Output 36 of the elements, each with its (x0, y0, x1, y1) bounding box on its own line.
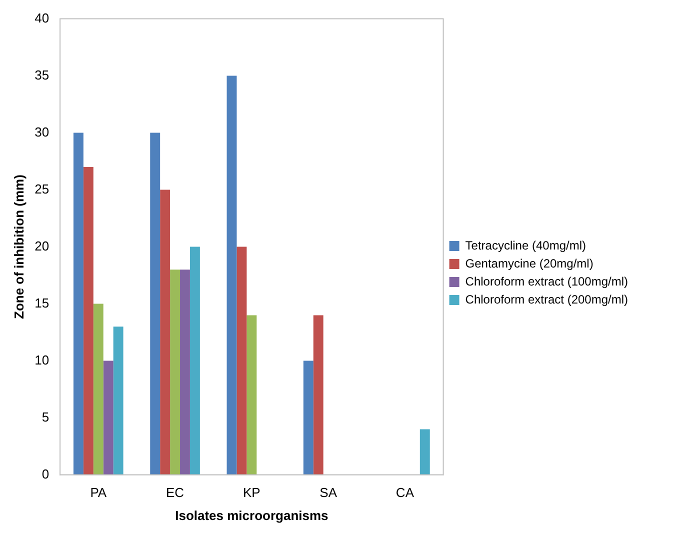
y-axis-title: Zone of inhibition (mm) (11, 174, 26, 320)
bar (190, 246, 200, 475)
bar (246, 315, 257, 475)
y-tick-label: 25 (34, 181, 50, 196)
y-tick-label: 15 (34, 295, 50, 310)
y-tick-label: 40 (34, 10, 50, 26)
bar (150, 132, 160, 475)
y-tick-label: 10 (34, 352, 50, 368)
x-tick-label: EC (166, 485, 184, 500)
legend-label: Tetracycline (40mg/ml) (465, 238, 586, 252)
y-tick-label: 20 (34, 238, 50, 254)
bar (226, 76, 237, 475)
y-tick-label: 35 (34, 67, 50, 82)
y-tick-label: 30 (34, 124, 50, 140)
legend-label: Gentamycine (20mg/ml) (465, 256, 594, 270)
bar (170, 270, 180, 475)
bar (93, 304, 104, 475)
bar (73, 132, 84, 475)
bar (180, 270, 190, 475)
x-tick-label: KP (243, 485, 260, 500)
bar (103, 360, 114, 475)
bar (160, 190, 170, 475)
legend-label: Chloroform extract (100mg/ml) (465, 274, 628, 288)
bar (113, 326, 124, 475)
legend-label: Chloroform extract (200mg/ml) (465, 292, 628, 306)
bar (420, 429, 430, 475)
y-tick-label: 0 (42, 466, 50, 482)
x-tick-label: SA (320, 485, 338, 500)
x-tick-label: PA (90, 485, 107, 500)
x-tick-label: CA (396, 485, 414, 500)
bar (313, 315, 324, 475)
y-tick-label: 5 (42, 409, 50, 424)
bar (83, 167, 94, 475)
bar (236, 246, 247, 475)
x-axis-title: Isolates microorganisms (175, 508, 328, 523)
bar (303, 360, 314, 475)
